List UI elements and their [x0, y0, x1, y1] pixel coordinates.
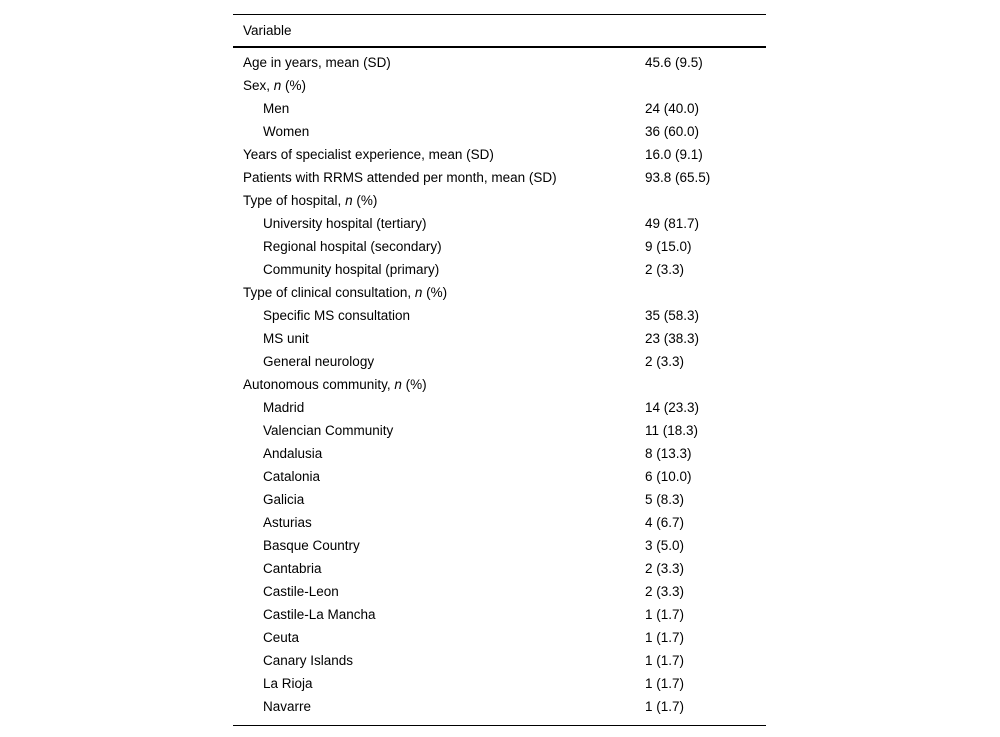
row-value: 1 (1.7) [645, 607, 685, 622]
row-value: 9 (15.0) [645, 239, 692, 254]
row-value: 1 (1.7) [645, 676, 685, 691]
table-row: Galicia 5 (8.3) [233, 488, 766, 511]
row-label: Galicia [263, 492, 305, 507]
row-value: 2 (3.3) [645, 354, 685, 369]
table-row: General neurology 2 (3.3) [233, 350, 766, 373]
table-row: Castile-Leon 2 (3.3) [233, 580, 766, 603]
table-row: Catalonia 6 (10.0) [233, 465, 766, 488]
row-label: Basque Country [263, 538, 360, 553]
table-header-variable: Variable [233, 14, 766, 48]
row-value: 11 (18.3) [645, 423, 699, 438]
row-label: Men [263, 101, 290, 116]
table-row: MS unit 23 (38.3) [233, 327, 766, 350]
row-value: 1 (1.7) [645, 699, 685, 714]
row-label: Sex, n (%) [243, 78, 307, 93]
table-body: Age in years, mean (SD) 45.6 (9.5) Sex, … [233, 48, 766, 726]
table-row: Cantabria 2 (3.3) [233, 557, 766, 580]
row-label: Specific MS consultation [263, 308, 411, 323]
table-row: La Rioja 1 (1.7) [233, 672, 766, 695]
row-label: La Rioja [263, 676, 313, 691]
row-value: 23 (38.3) [645, 331, 700, 346]
table-row: Specific MS consultation 35 (58.3) [233, 304, 766, 327]
row-value: 14 (23.3) [645, 400, 700, 415]
table-row: Women 36 (60.0) [233, 120, 766, 143]
table-row: Navarre 1 (1.7) [233, 695, 766, 718]
table-row: Madrid 14 (23.3) [233, 396, 766, 419]
row-label: Regional hospital (secondary) [263, 239, 442, 254]
row-value: 49 (81.7) [645, 216, 700, 231]
row-label: General neurology [263, 354, 375, 369]
table-row: Andalusia 8 (13.3) [233, 442, 766, 465]
row-label: Type of hospital, n (%) [243, 193, 378, 208]
row-label: Castile-La Mancha [263, 607, 376, 622]
demographics-table: Variable Age in years, mean (SD) 45.6 (9… [233, 14, 766, 726]
row-value: 1 (1.7) [645, 653, 685, 668]
table-row: Castile-La Mancha 1 (1.7) [233, 603, 766, 626]
table-row: Sex, n (%) [233, 74, 766, 97]
table-row: Asturias 4 (6.7) [233, 511, 766, 534]
row-value: 5 (8.3) [645, 492, 685, 507]
row-value: 16.0 (9.1) [645, 147, 703, 162]
row-value: 1 (1.7) [645, 630, 685, 645]
row-label: Community hospital (primary) [263, 262, 440, 277]
row-value: 35 (58.3) [645, 308, 700, 323]
row-value: 36 (60.0) [645, 124, 700, 139]
row-label: Years of specialist experience, mean (SD… [243, 147, 494, 162]
row-label: Age in years, mean (SD) [243, 55, 391, 70]
row-label: Andalusia [263, 446, 323, 461]
table-row: Patients with RRMS attended per month, m… [233, 166, 766, 189]
row-label: Asturias [263, 515, 312, 530]
row-label: Catalonia [263, 469, 321, 484]
table-row: Ceuta 1 (1.7) [233, 626, 766, 649]
row-label: Type of clinical consultation, n (%) [243, 285, 448, 300]
row-value: 2 (3.3) [645, 561, 685, 576]
row-value: 2 (3.3) [645, 584, 685, 599]
row-label: Ceuta [263, 630, 300, 645]
table-row: University hospital (tertiary) 49 (81.7) [233, 212, 766, 235]
row-label: Autonomous community, n (%) [243, 377, 427, 392]
row-value: 45.6 (9.5) [645, 55, 703, 70]
table-row: Autonomous community, n (%) [233, 373, 766, 396]
table-row: Canary Islands 1 (1.7) [233, 649, 766, 672]
row-label: MS unit [263, 331, 309, 346]
table-row: Regional hospital (secondary) 9 (15.0) [233, 235, 766, 258]
row-value: 3 (5.0) [645, 538, 685, 553]
row-label: Canary Islands [263, 653, 354, 668]
row-value: 8 (13.3) [645, 446, 692, 461]
table-row: Years of specialist experience, mean (SD… [233, 143, 766, 166]
row-label: Madrid [263, 400, 305, 415]
table-row: Type of hospital, n (%) [233, 189, 766, 212]
row-label: Patients with RRMS attended per month, m… [243, 170, 557, 185]
row-label: Castile-Leon [263, 584, 339, 599]
row-value: 2 (3.3) [645, 262, 685, 277]
row-label: Valencian Community [263, 423, 394, 438]
row-value: 24 (40.0) [645, 101, 700, 116]
row-label: Navarre [263, 699, 312, 714]
table-row: Basque Country 3 (5.0) [233, 534, 766, 557]
table-row: Valencian Community 11 (18.3) [233, 419, 766, 442]
row-value: 93.8 (65.5) [645, 170, 711, 185]
row-label: University hospital (tertiary) [263, 216, 427, 231]
row-value: 4 (6.7) [645, 515, 685, 530]
row-value: 6 (10.0) [645, 469, 692, 484]
table-row: Community hospital (primary) 2 (3.3) [233, 258, 766, 281]
table-row: Men 24 (40.0) [233, 97, 766, 120]
table-row: Age in years, mean (SD) 45.6 (9.5) [233, 51, 766, 74]
table-row: Type of clinical consultation, n (%) [233, 281, 766, 304]
row-label: Cantabria [263, 561, 322, 576]
row-label: Women [263, 124, 310, 139]
